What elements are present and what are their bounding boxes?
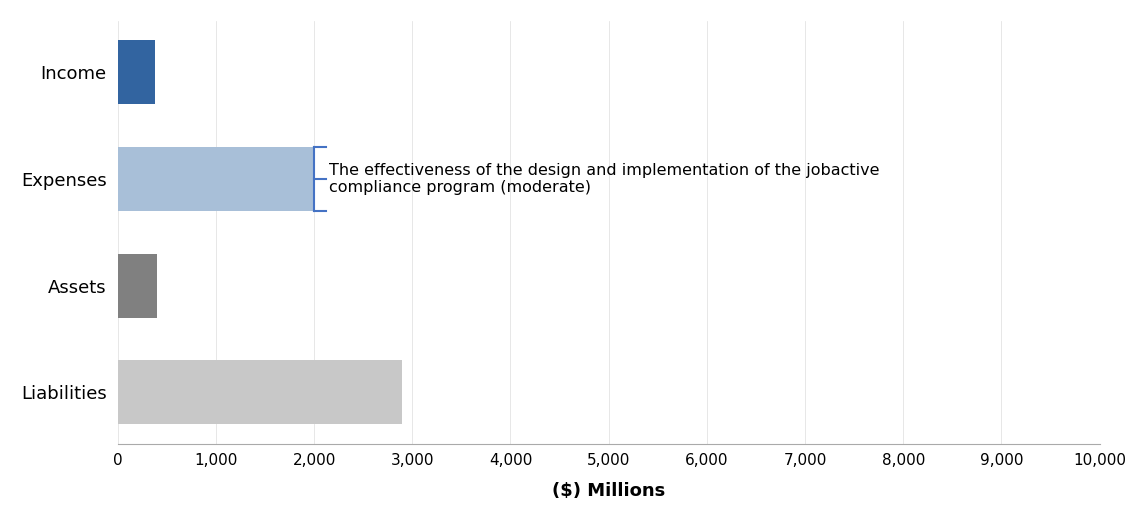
Bar (118, 361, 403, 424)
Text: The effectiveness of the design and implementation of the jobactive
compliance p: The effectiveness of the design and impl… (329, 163, 880, 195)
Bar (118, 254, 157, 318)
Bar (118, 40, 155, 104)
X-axis label: ($) Millions: ($) Millions (552, 482, 665, 500)
Bar (118, 147, 314, 211)
